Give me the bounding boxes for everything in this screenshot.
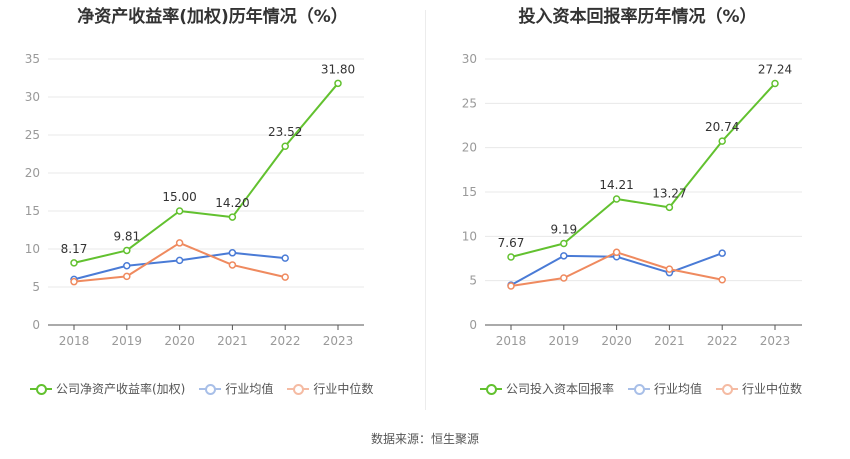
- x-tick-label: 2023: [323, 334, 354, 348]
- legend-label: 公司净资产收益率(加权): [56, 382, 186, 396]
- y-tick-label: 0: [32, 318, 40, 332]
- data-point-company: [665, 203, 674, 212]
- y-tick-label: 20: [25, 166, 40, 180]
- legend-line-icon: [287, 383, 310, 395]
- data-point-median: [228, 261, 237, 269]
- data-point-median: [175, 239, 184, 247]
- data-label: 14.20: [215, 196, 249, 210]
- data-point-median: [612, 248, 621, 257]
- legend-label: 行业均值: [654, 382, 703, 396]
- data-label: 14.21: [599, 178, 633, 192]
- data-point-company: [175, 207, 184, 215]
- y-tick-label: 0: [469, 318, 477, 332]
- x-tick-label: 2019: [112, 334, 143, 348]
- chart-title-roic: 投入资本回报率历年情况（%）: [518, 7, 757, 27]
- x-tick-label: 2019: [549, 334, 580, 348]
- legend-roic: 公司投入资本回报率 行业均值 行业中位数: [480, 380, 816, 397]
- y-tick-label: 20: [462, 141, 477, 155]
- y-tick-label: 30: [462, 52, 477, 66]
- legend-line-icon: [30, 383, 52, 395]
- legend-line-icon: [480, 383, 502, 395]
- legend-item-median[interactable]: 行业中位数: [716, 380, 802, 397]
- x-tick-label: 2023: [760, 334, 791, 348]
- x-tick-label: 2020: [164, 334, 195, 348]
- data-point-company: [228, 213, 237, 221]
- data-point-company: [507, 253, 515, 261]
- data-point-company: [718, 137, 726, 145]
- data-point-average: [123, 261, 131, 270]
- data-point-company: [771, 79, 779, 88]
- data-label: 20.74: [705, 120, 739, 134]
- data-point-median: [281, 273, 289, 281]
- y-tick-label: 25: [25, 128, 40, 142]
- legend-item-average[interactable]: 行业均值: [628, 380, 702, 397]
- data-label: 31.80: [321, 62, 355, 76]
- y-tick-label: 15: [462, 185, 477, 199]
- chart-divider: [425, 10, 426, 410]
- y-tick-label: 10: [25, 242, 40, 256]
- data-point-median: [70, 277, 78, 286]
- data-point-company: [560, 239, 568, 248]
- data-point-company: [123, 246, 131, 255]
- y-tick-label: 10: [462, 229, 477, 243]
- data-point-median: [123, 272, 131, 281]
- data-point-median: [507, 282, 515, 290]
- data-label: 8.17: [61, 242, 88, 256]
- legend-line-icon: [199, 383, 222, 395]
- x-tick-label: 2018: [59, 334, 90, 348]
- y-tick-label: 5: [32, 280, 40, 294]
- y-tick-label: 35: [25, 52, 40, 66]
- data-point-company: [70, 259, 78, 267]
- data-label: 13.27: [652, 186, 686, 200]
- legend-item-company[interactable]: 公司净资产收益率(加权): [30, 380, 185, 397]
- data-point-company: [334, 79, 342, 88]
- data-label: 7.67: [498, 236, 525, 250]
- data-point-median: [665, 265, 674, 273]
- data-point-average: [281, 254, 289, 262]
- legend-item-average[interactable]: 行业均值: [199, 380, 273, 397]
- x-tick-label: 2021: [217, 334, 248, 348]
- data-source: 数据来源：恒生聚源: [370, 432, 479, 446]
- data-label: 9.81: [113, 229, 140, 243]
- legend-item-company[interactable]: 公司投入资本回报率: [480, 380, 614, 397]
- legend-line-icon: [716, 383, 739, 395]
- data-label: 15.00: [162, 190, 196, 204]
- series-line-company: [73, 82, 339, 264]
- x-tick-label: 2020: [601, 334, 632, 348]
- data-point-median: [560, 274, 568, 282]
- x-tick-label: 2022: [707, 334, 738, 348]
- data-point-company: [612, 195, 621, 203]
- data-point-company: [281, 142, 289, 150]
- x-tick-label: 2021: [654, 334, 685, 348]
- legend-label: 行业中位数: [313, 382, 374, 396]
- legend-roe: 公司净资产收益率(加权) 行业均值 行业中位数: [30, 380, 387, 397]
- data-point-average: [560, 252, 568, 260]
- x-tick-label: 2022: [270, 334, 301, 348]
- data-label: 23.52: [268, 125, 302, 139]
- data-point-average: [718, 249, 726, 257]
- legend-label: 行业中位数: [742, 382, 803, 396]
- data-point-median: [718, 276, 726, 284]
- data-label: 9.19: [550, 223, 577, 237]
- y-tick-label: 5: [469, 274, 477, 288]
- x-tick-label: 2018: [496, 334, 527, 348]
- legend-label: 行业均值: [225, 382, 274, 396]
- chart-title-roe: 净资产收益率(加权)历年情况（%）: [77, 7, 348, 27]
- legend-line-icon: [628, 383, 651, 395]
- series-line-company: [510, 82, 776, 258]
- data-point-average: [228, 249, 237, 257]
- data-label: 27.24: [758, 62, 792, 76]
- legend-item-median[interactable]: 行业中位数: [287, 380, 373, 397]
- y-tick-label: 25: [462, 96, 477, 110]
- y-tick-label: 30: [25, 90, 40, 104]
- legend-label: 公司投入资本回报率: [506, 382, 615, 396]
- y-tick-label: 15: [25, 204, 40, 218]
- data-point-average: [175, 256, 184, 265]
